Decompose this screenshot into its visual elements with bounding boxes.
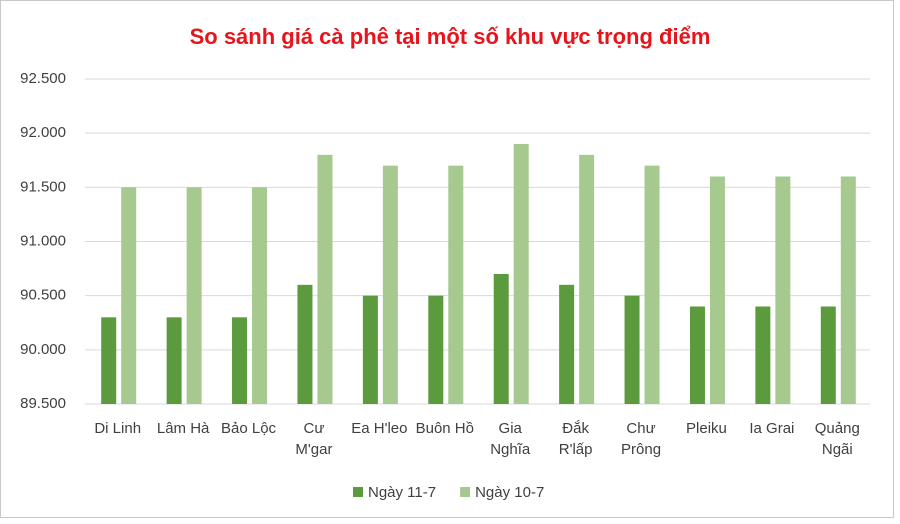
bar (579, 154, 595, 404)
y-tick-label: 90.500 (20, 287, 66, 304)
x-tick-label: Cư (304, 420, 325, 437)
bar (252, 187, 268, 404)
x-tick-label: Pleiku (686, 420, 727, 437)
y-tick-label: 91.500 (20, 178, 66, 195)
x-tick-label: Ia Grai (749, 420, 794, 437)
bar (297, 284, 313, 404)
x-tick-label: Đắk (562, 420, 589, 437)
bar (820, 306, 836, 404)
x-tick-label: Bảo Lộc (221, 420, 277, 437)
bar (755, 306, 771, 404)
bar (448, 165, 464, 404)
x-tick-label: R'lấp (559, 441, 593, 458)
x-tick-label: Ea H'leo (351, 420, 407, 437)
x-tick-label: M'gar (295, 441, 332, 458)
y-tick-label: 91.000 (20, 232, 66, 249)
x-tick-label: Buôn Hồ (416, 420, 474, 437)
legend-label: Ngày 11-7 (368, 484, 436, 501)
x-tick-label: Prông (621, 441, 661, 458)
bar (559, 284, 575, 404)
bar (121, 187, 137, 404)
y-tick-label: 92.000 (20, 124, 66, 141)
bar (232, 317, 248, 404)
bar (644, 165, 660, 404)
y-tick-label: 92.500 (20, 70, 66, 87)
bar (186, 187, 202, 404)
bar (840, 176, 856, 404)
bar (709, 176, 725, 404)
bar (428, 295, 444, 404)
bar (166, 317, 182, 404)
y-tick-label: 90.000 (20, 341, 66, 358)
bar (624, 295, 640, 404)
bar (382, 165, 398, 404)
y-tick-label: 89.500 (20, 395, 66, 412)
x-tick-label: Quảng (815, 420, 860, 437)
bar (775, 176, 791, 404)
x-tick-label: Gia (499, 420, 523, 437)
x-tick-label: Nghĩa (490, 441, 531, 458)
x-tick-label: Di Linh (94, 420, 141, 437)
bar (362, 295, 378, 404)
x-tick-label: Lâm Hà (157, 420, 210, 437)
bar (689, 306, 705, 404)
legend-swatch (353, 487, 363, 497)
bar (317, 154, 333, 404)
x-tick-label: Chư (626, 420, 655, 437)
chart-title: So sánh giá cà phê tại một số khu vực tr… (190, 24, 711, 49)
bar (493, 274, 509, 404)
bar (513, 144, 529, 404)
bar (101, 317, 117, 404)
legend-swatch (460, 487, 471, 497)
x-tick-label: Ngãi (822, 441, 853, 458)
legend-label: Ngày 10-7 (475, 484, 544, 501)
